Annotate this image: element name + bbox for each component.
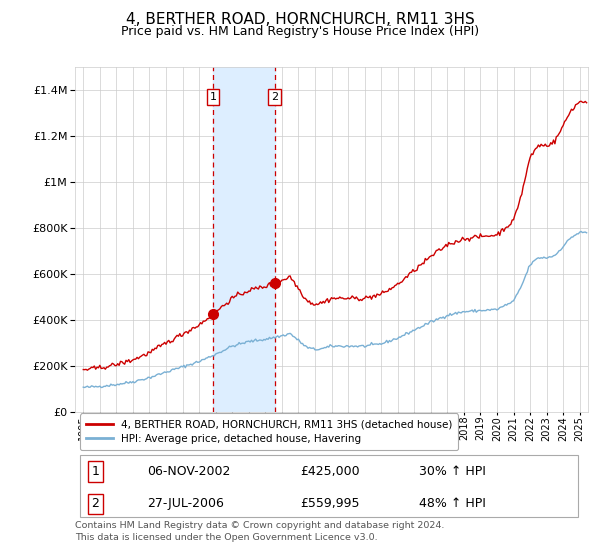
Text: 2: 2 [271,92,278,102]
Text: 1: 1 [209,92,217,102]
Text: £559,995: £559,995 [301,497,360,510]
Text: 48% ↑ HPI: 48% ↑ HPI [419,497,485,510]
Legend: 4, BERTHER ROAD, HORNCHURCH, RM11 3HS (detached house), HPI: Average price, deta: 4, BERTHER ROAD, HORNCHURCH, RM11 3HS (d… [80,413,458,450]
Text: £425,000: £425,000 [301,465,361,478]
Text: Contains HM Land Registry data © Crown copyright and database right 2024.
This d: Contains HM Land Registry data © Crown c… [75,521,445,542]
Text: 1: 1 [92,465,100,478]
Text: Price paid vs. HM Land Registry's House Price Index (HPI): Price paid vs. HM Land Registry's House … [121,25,479,38]
Text: 30% ↑ HPI: 30% ↑ HPI [419,465,485,478]
Text: 06-NOV-2002: 06-NOV-2002 [147,465,230,478]
Text: 4, BERTHER ROAD, HORNCHURCH, RM11 3HS: 4, BERTHER ROAD, HORNCHURCH, RM11 3HS [125,12,475,27]
Text: 2: 2 [92,497,100,510]
Bar [213,67,275,412]
Text: 27-JUL-2006: 27-JUL-2006 [147,497,224,510]
